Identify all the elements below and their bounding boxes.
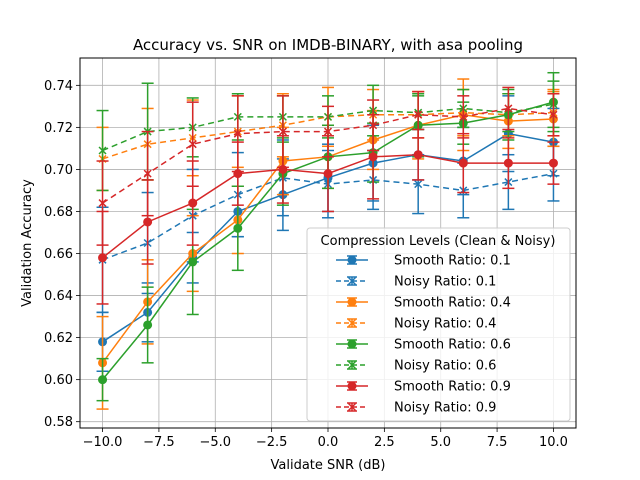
- legend-label: Smooth Ratio: 0.4: [394, 296, 511, 311]
- data-point: [548, 158, 558, 168]
- legend-marker-stroke: [347, 276, 357, 286]
- data-point: [368, 152, 378, 162]
- data-point: [143, 169, 152, 178]
- legend-marker: [347, 402, 357, 412]
- data-point-stroke: [369, 121, 378, 130]
- data-point-stroke: [549, 110, 558, 119]
- legend-label: Noisy Ratio: 0.9: [394, 401, 496, 416]
- data-point: [188, 257, 198, 267]
- data-point: [233, 129, 242, 138]
- legend-entry: Noisy Ratio: 0.4: [336, 317, 496, 332]
- data-point: [233, 223, 243, 233]
- legend-entry: Smooth Ratio: 0.6: [336, 338, 511, 353]
- data-point-stroke: [459, 112, 468, 121]
- data-point-stroke: [414, 110, 423, 119]
- y-tick-label: 0.64: [44, 289, 73, 304]
- legend-label: Noisy Ratio: 0.1: [394, 275, 496, 290]
- legend-label: Smooth Ratio: 0.6: [394, 338, 511, 353]
- x-tick-label: 0.0: [318, 435, 339, 450]
- data-point: [143, 217, 153, 227]
- y-tick-label: 0.72: [44, 121, 73, 136]
- data-point: [323, 169, 333, 179]
- legend-entry: Smooth Ratio: 0.1: [336, 254, 511, 269]
- legend: Compression Levels (Clean & Noisy) Smoot…: [306, 227, 571, 422]
- data-point: [458, 158, 468, 168]
- legend-title: Compression Levels (Clean & Noisy): [321, 234, 556, 249]
- y-tick-label: 0.66: [44, 247, 73, 262]
- data-point-stroke: [98, 199, 107, 208]
- data-point: [414, 180, 423, 189]
- legend-marker: [347, 297, 357, 307]
- legend-label: Noisy Ratio: 0.6: [394, 359, 496, 374]
- legend-entry: Noisy Ratio: 0.6: [336, 359, 496, 374]
- data-point: [369, 121, 378, 130]
- data-point: [278, 127, 287, 136]
- data-point: [98, 146, 107, 155]
- y-tick-label: 0.62: [44, 331, 73, 346]
- x-tick-label: 7.5: [487, 435, 508, 450]
- series-layer: [96, 71, 560, 410]
- series-line: [102, 111, 554, 160]
- data-point-stroke: [323, 127, 333, 136]
- data-point: [504, 104, 513, 113]
- data-point-stroke: [233, 129, 242, 138]
- y-tick-label: 0.74: [44, 79, 73, 94]
- series-noisy-ratio-0-9: [96, 86, 560, 246]
- legend-marker: [347, 276, 357, 286]
- y-tick-label: 0.68: [44, 205, 73, 220]
- legend-marker-stroke: [347, 318, 357, 328]
- legend-marker: [347, 255, 357, 265]
- x-tick-label: 2.5: [374, 435, 395, 450]
- y-axis-title: Validation Accuracy: [20, 179, 35, 307]
- chart-title: Accuracy vs. SNR on IMDB-BINARY, with as…: [133, 36, 523, 54]
- data-point-stroke: [504, 104, 513, 113]
- data-point: [459, 112, 468, 121]
- data-point: [98, 199, 107, 208]
- legend-label: Noisy Ratio: 0.4: [394, 317, 496, 332]
- y-tick-label: 0.60: [44, 373, 73, 388]
- data-point: [188, 198, 198, 208]
- legend-marker: [347, 381, 357, 391]
- x-tick-label: 10.0: [539, 435, 568, 450]
- legend-entry: Noisy Ratio: 0.1: [336, 275, 496, 290]
- legend-marker-stroke: [347, 402, 357, 412]
- x-tick-label: −2.5: [256, 435, 288, 450]
- legend-box: [306, 227, 571, 422]
- legend-entry: Noisy Ratio: 0.9: [336, 401, 496, 416]
- data-point: [98, 375, 108, 385]
- data-point-stroke: [143, 169, 152, 178]
- x-tick-label: −5.0: [199, 435, 231, 450]
- legend-marker: [347, 360, 357, 370]
- data-point: [414, 110, 423, 119]
- x-axis-ticks: −10.0 −7.5 −5.0 −2.5 0.0 2.5 5.0 7.5 10.0: [83, 428, 568, 450]
- legend-label: Smooth Ratio: 0.1: [394, 254, 511, 269]
- data-point-stroke: [188, 140, 197, 149]
- legend-marker: [347, 339, 357, 349]
- y-tick-label: 0.70: [44, 163, 73, 178]
- legend-entry: Smooth Ratio: 0.9: [336, 380, 511, 395]
- data-point: [323, 127, 333, 136]
- data-point-stroke: [414, 180, 423, 189]
- legend-label: Smooth Ratio: 0.9: [394, 380, 511, 395]
- legend-items: Smooth Ratio: 0.1 Noisy Ratio: 0.1 Smooth …: [336, 254, 511, 416]
- legend-marker: [347, 318, 357, 328]
- x-tick-label: −7.5: [143, 435, 175, 450]
- y-tick-label: 0.58: [44, 415, 73, 430]
- legend-marker-stroke: [347, 360, 357, 370]
- data-point: [98, 253, 108, 263]
- x-tick-label: 5.0: [430, 435, 451, 450]
- data-point: [549, 110, 558, 119]
- y-axis-ticks: 0.58 0.60 0.62 0.64 0.66 0.68 0.70 0.72 0.74: [44, 79, 80, 430]
- data-point: [143, 320, 153, 330]
- legend-entry: Smooth Ratio: 0.4: [336, 296, 511, 311]
- data-point-stroke: [98, 146, 107, 155]
- x-axis-title: Validate SNR (dB): [271, 458, 386, 473]
- data-point: [188, 140, 197, 149]
- data-point: [503, 158, 513, 168]
- x-tick-label: −10.0: [83, 435, 123, 450]
- data-point-stroke: [278, 127, 287, 136]
- data-point: [413, 150, 423, 160]
